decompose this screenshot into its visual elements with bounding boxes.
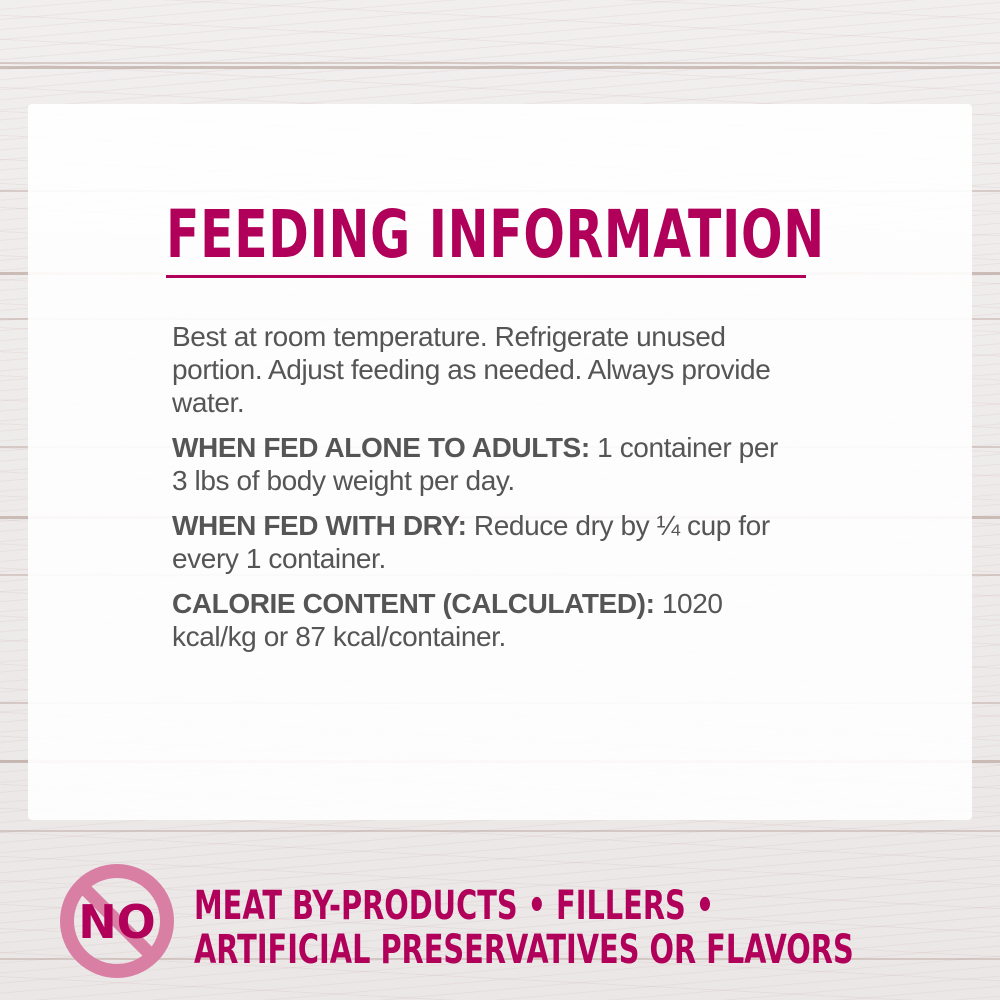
section-text: 1 container per 3 lbs of body weight per…: [172, 432, 778, 496]
section-label: CALORIE CONTENT (CALCULATED):: [172, 588, 655, 619]
section-text: 1020 kcal/kg or 87 kcal/container.: [172, 588, 723, 652]
section-calorie-content: CALORIE CONTENT (CALCULATED): 1020 kcal/…: [172, 587, 782, 653]
feeding-text: Best at room temperature. Refrigerate un…: [172, 320, 782, 665]
no-badge-text: NO: [78, 895, 156, 949]
claims-line-1: MEAT BY-PRODUCTS • FILLERS •: [194, 883, 715, 929]
section-text: Reduce dry by ¼ cup for every 1 containe…: [172, 510, 770, 574]
prohibited-icon: NO: [60, 864, 174, 978]
section-label: WHEN FED WITH DRY:: [172, 510, 467, 541]
no-claims: MEAT BY-PRODUCTS • FILLERS • ARTIFICIAL …: [194, 884, 854, 972]
title-underline: [166, 275, 806, 278]
plank-seam: [0, 66, 1000, 69]
section-fed-alone: WHEN FED ALONE TO ADULTS: 1 container pe…: [172, 431, 782, 497]
section-fed-with-dry: WHEN FED WITH DRY: Reduce dry by ¼ cup f…: [172, 509, 782, 575]
claims-line-2: ARTIFICIAL PRESERVATIVES OR FLAVORS: [194, 927, 854, 973]
section-label: WHEN FED ALONE TO ADULTS:: [172, 432, 590, 463]
info-card: [28, 104, 972, 820]
page-title: FEEDING INFORMATION: [166, 196, 825, 273]
intro-text: Best at room temperature. Refrigerate un…: [172, 321, 771, 418]
